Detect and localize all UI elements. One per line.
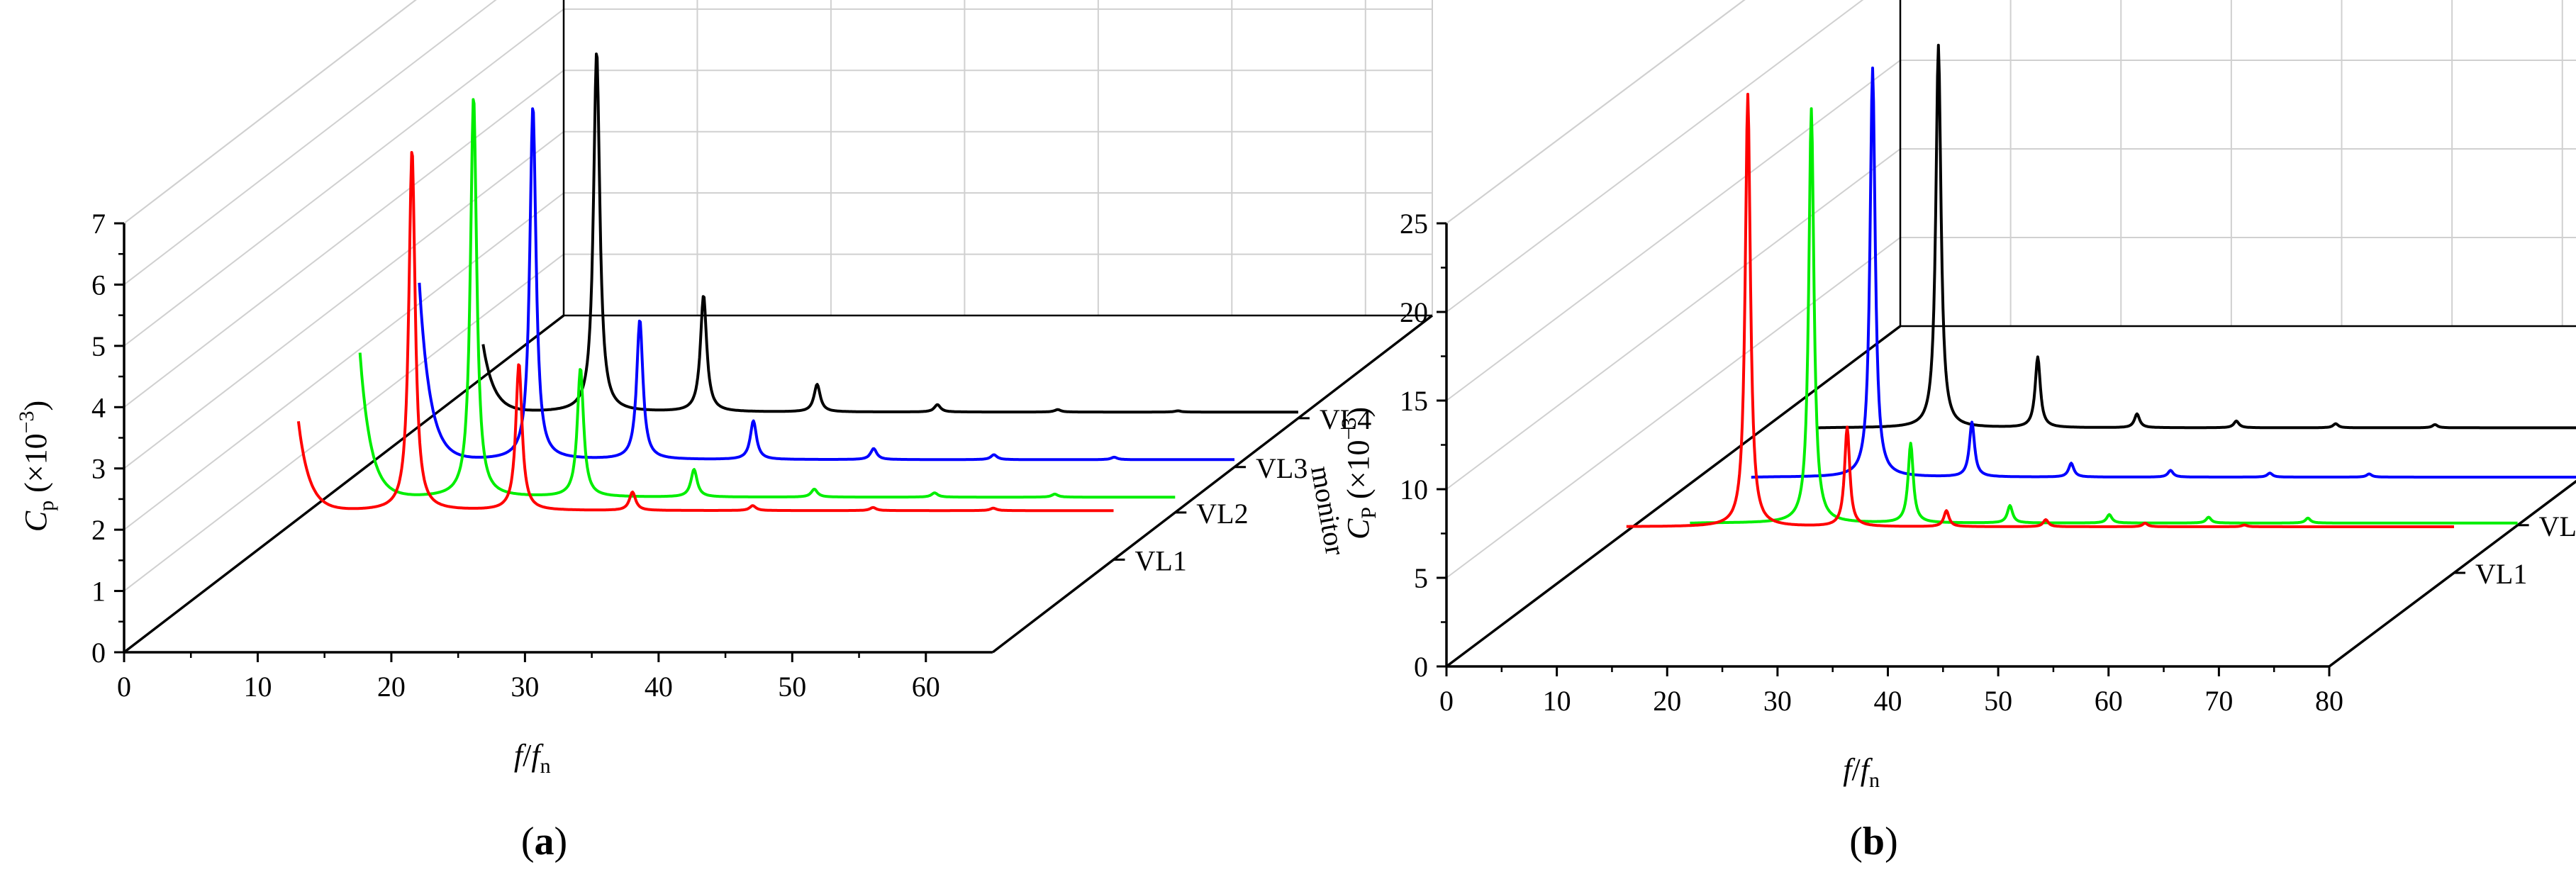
x-tick-label: 10 (1543, 685, 1571, 717)
x-axis-title: f/fn (514, 738, 551, 778)
panel-label-letter: b (1863, 820, 1885, 864)
y-tick-label: 0 (91, 637, 106, 669)
x-tick-label: 30 (511, 671, 539, 703)
panel-label-open: ( (521, 820, 535, 864)
panel-label: (a) (521, 820, 567, 864)
panel-label: (b) (1849, 820, 1897, 864)
y-axis-title-sup: −3 (1337, 418, 1361, 440)
y-tick-label: 4 (91, 391, 106, 423)
side-wall-hgrid (123, 9, 564, 347)
y-tick-label: 0 (1414, 651, 1428, 683)
x-tick-label: 0 (117, 671, 131, 703)
x-tick-label: 20 (377, 671, 406, 703)
y-axis-title: Cp (×10−3) (15, 401, 58, 532)
panel-label-letter: a (535, 820, 554, 864)
depth-axis-left-line (123, 314, 565, 654)
series-line-vl3 (1751, 66, 2576, 479)
y-axis-title-sub: P (1357, 507, 1381, 519)
x-tick-label: 60 (912, 671, 940, 703)
side-wall-hgrid (123, 253, 564, 592)
y-axis-title-close: ) (1341, 407, 1376, 418)
y-axis-title-rest: (×10 (1341, 440, 1376, 507)
depth-axis-left-line (1445, 325, 1902, 668)
side-wall-hgrid (1446, 60, 1901, 401)
y-tick-label: 20 (1400, 296, 1428, 328)
y-axis-title-c: C (18, 510, 53, 532)
side-wall-hgrid (123, 192, 564, 530)
side-wall-top-edge (1446, 0, 1746, 224)
y-tick-label: 3 (91, 453, 106, 485)
y-axis-title-rest: (×10 (18, 433, 53, 500)
y-tick-label: 7 (91, 208, 106, 240)
x-tick-label: 0 (1439, 685, 1454, 717)
side-wall-hgrid (123, 69, 564, 408)
y-tick-label: 5 (1414, 562, 1428, 594)
y-tick-label: 5 (91, 330, 106, 362)
x-tick-label: 50 (1984, 685, 2012, 717)
depth-axis-line (991, 314, 1434, 654)
y-tick-label: 6 (91, 269, 106, 301)
x-tick-label: 20 (1653, 685, 1681, 717)
y-tick-label: 2 (91, 514, 106, 546)
side-wall-top-edge (123, 0, 417, 224)
series-line-vl1 (296, 151, 1115, 513)
side-wall-hgrid (1446, 0, 1864, 313)
x-tick-label: 40 (645, 671, 673, 703)
series-line-vl2 (358, 98, 1176, 499)
y-axis-title-close: ) (18, 401, 53, 411)
y-axis-title-sub: p (35, 501, 58, 511)
x-tick-label: 80 (2315, 685, 2343, 717)
y-axis-title-sup: −3 (15, 410, 38, 433)
panel-label-close: ) (554, 820, 568, 864)
x-tick-label: 40 (1874, 685, 1902, 717)
side-wall-hgrid (123, 0, 497, 286)
y-tick-label: 15 (1400, 385, 1428, 417)
depth-label-vl1: VL1 (2475, 558, 2527, 590)
x-axis-title-sub: n (540, 754, 551, 778)
panel-label-open: ( (1849, 820, 1863, 864)
x-tick-label: 10 (243, 671, 272, 703)
depth-label-vl2: VL2 (1196, 498, 1248, 530)
series-line-vl3 (418, 107, 1235, 462)
depth-label-vl2: VL2 (2539, 510, 2576, 542)
series-line-vl4 (481, 52, 1299, 414)
x-axis-title: f/fn (1843, 752, 1880, 792)
x-tick-label: 70 (2204, 685, 2233, 717)
depth-label-vl3: VL3 (1256, 452, 1307, 484)
side-wall-hgrid (1446, 237, 1901, 579)
depth-axis-line (2328, 479, 2576, 668)
panel-a-chart: 0 10 20 30 40 50 6001234567VL4VL3VL2VL1monitor… (15, 0, 1434, 864)
series-line-vl4 (1816, 43, 2576, 430)
series-line-vl1 (1626, 92, 2455, 528)
y-axis-title: CP (×10−3) (1337, 407, 1381, 540)
x-axis-title-sub: n (1869, 769, 1880, 792)
y-tick-label: 10 (1400, 474, 1428, 505)
x-tick-label: 50 (778, 671, 806, 703)
x-axis-title-slash: / (1852, 752, 1861, 787)
series-line-vl2 (1689, 107, 2519, 525)
x-tick-label: 60 (2095, 685, 2123, 717)
panel-label-close: ) (1885, 820, 1898, 864)
panel-b-chart: 010203040506070800510152025VL4VL3VL2VL1m… (1337, 0, 2576, 864)
side-wall-hgrid (123, 0, 417, 224)
y-tick-label: 25 (1400, 208, 1428, 240)
side-wall-hgrid (123, 130, 564, 469)
y-axis-title-c: C (1341, 518, 1376, 540)
side-wall-hgrid (1446, 148, 1901, 490)
depth-label-vl1: VL1 (1135, 544, 1187, 576)
y-tick-label: 1 (91, 576, 106, 608)
x-axis-title-slash: / (523, 738, 532, 773)
depth-label-vl4: VL4 (1320, 403, 1371, 435)
x-tick-label: 30 (1763, 685, 1792, 717)
